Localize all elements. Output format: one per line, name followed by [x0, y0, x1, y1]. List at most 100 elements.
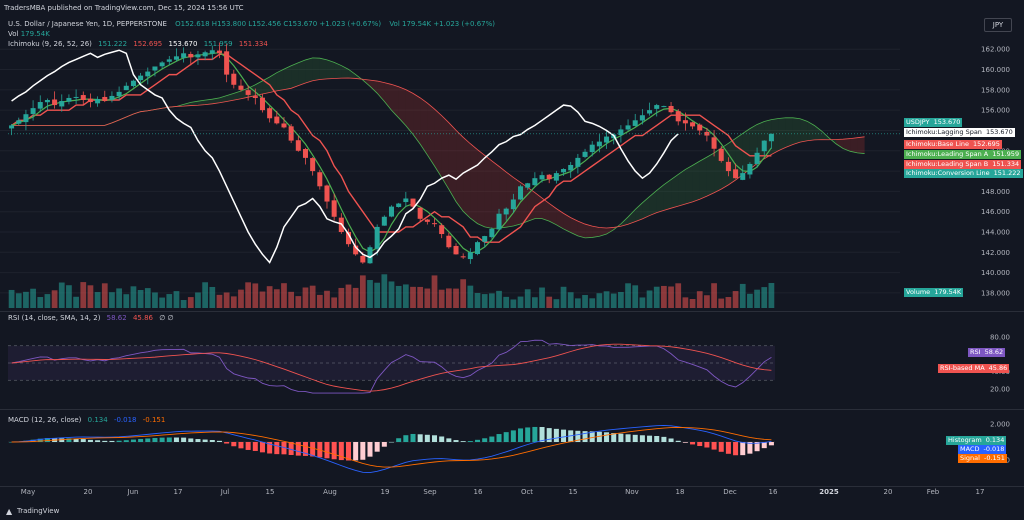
volume-bar [173, 291, 180, 308]
macd-histogram-bar [238, 442, 244, 449]
volume-bar [625, 283, 631, 308]
macd-histogram-bar [625, 434, 631, 442]
x-tick-label: 15 [265, 488, 275, 496]
ichimoku-cloud-segment [276, 69, 284, 91]
macd-histogram-bar [245, 442, 251, 450]
ichimoku-cloud-segment [800, 118, 808, 143]
volume-bar [166, 294, 173, 308]
ichimoku-cloud-segment [534, 192, 543, 219]
macd-histogram-bar [310, 442, 316, 457]
volume-bar [768, 282, 775, 308]
candle-body [173, 56, 179, 60]
macd-chart[interactable]: 2.000-2.000 [0, 410, 1024, 486]
ichimoku-cloud-segment [377, 81, 385, 102]
currency-button[interactable]: JPY [984, 18, 1012, 32]
x-tick-label: 20 [83, 488, 93, 496]
macd-histogram-bar [446, 438, 452, 442]
candle-body [518, 186, 524, 200]
macd-histogram-bar [747, 442, 753, 454]
price-tag-usdjpy: USDJPY 153.670 [904, 118, 963, 127]
candle-body [432, 223, 438, 225]
ichimoku-cloud-segment [735, 133, 743, 180]
candle-body [467, 252, 473, 260]
candle-body [73, 96, 79, 98]
macd-histogram-bar [102, 440, 108, 442]
volume-bar [137, 289, 144, 308]
candle-body [324, 185, 330, 202]
x-tick-label: 17 [173, 488, 183, 496]
leading-span-b-line [11, 77, 865, 229]
volume-bar [467, 285, 474, 308]
x-tick-label: Nov [625, 488, 639, 496]
ohlc-values: O152.618 H153.800 L152.456 C153.670 +1.0… [175, 20, 382, 28]
volume-bar [295, 296, 302, 308]
volume-bar [374, 282, 381, 308]
candle-body [697, 124, 703, 131]
candle-body [302, 149, 308, 158]
macd-histogram-bar [37, 438, 43, 442]
ichimoku-cloud-segment [563, 213, 571, 233]
ichimoku-cloud-segment [663, 179, 672, 211]
macd-histogram-bar [130, 439, 136, 442]
ichimoku-cloud-segment [434, 109, 442, 178]
ichimoku-cloud-segment [606, 227, 614, 235]
macd-histogram-bar [532, 426, 538, 442]
volume-bar [539, 287, 545, 308]
candle-body [52, 99, 58, 106]
volume-bar [288, 291, 295, 308]
candle-body [152, 66, 158, 71]
macd-histogram-bar [697, 442, 703, 447]
y-tick-label: 142.000 [981, 249, 1010, 257]
volume-bar [230, 296, 237, 308]
volume-bar [352, 287, 359, 308]
volume-bar [424, 288, 431, 308]
volume-bar [510, 299, 517, 308]
ichimoku-cloud-segment [420, 97, 428, 155]
macd-histogram-bar [59, 438, 65, 442]
macd-histogram-bar [439, 436, 445, 442]
y-tick-label: 144.000 [981, 229, 1010, 237]
candle-body [209, 50, 215, 54]
vol-legend: Vol 179.54K [8, 30, 50, 38]
macd-line [11, 425, 772, 474]
y-tick-label: 140.000 [981, 269, 1010, 277]
macd-histogram-bar [152, 437, 158, 442]
candle-body [87, 98, 93, 103]
x-tick-label: May [20, 488, 36, 496]
volume-bar [80, 282, 87, 308]
volume-bar [101, 283, 108, 308]
ichimoku-cloud-segment [326, 59, 335, 79]
ichimoku-cloud-segment [542, 198, 550, 222]
x-tick-label: 17 [975, 488, 985, 496]
candle-body [374, 226, 380, 249]
ichimoku-cloud-segment [233, 90, 241, 101]
candle-body [647, 110, 653, 114]
volume-bar [130, 286, 137, 308]
macd-histogram-bar [381, 442, 387, 447]
volume-bar [682, 297, 689, 308]
macd-histogram-bar [682, 442, 688, 443]
ichimoku-cloud-segment [857, 136, 865, 154]
ichimoku-cloud-segment [405, 89, 414, 135]
candle-body [310, 158, 316, 172]
volume-bar [646, 290, 653, 308]
volume-bar [668, 286, 674, 308]
ichimoku-cloud-segment [391, 84, 399, 118]
x-axis-separator [0, 486, 1024, 487]
x-tick-label: Aug [323, 488, 337, 496]
price-chart[interactable]: 162.000160.000158.000156.000154.000152.0… [0, 0, 1024, 310]
ichimoku-cloud-segment [685, 165, 693, 204]
ichimoku-cloud-segment [255, 80, 263, 96]
volume-bar [725, 297, 732, 308]
volume-bar [653, 286, 660, 308]
volume-bar [309, 285, 316, 308]
volume-tag: Volume 179.54K [904, 288, 964, 297]
ichimoku-cloud-segment [570, 217, 578, 236]
macd-histogram-bar [510, 430, 516, 442]
conversion-line [11, 51, 772, 254]
ichimoku-legend: Ichimoku (9, 26, 52, 26) 151.222 152.695… [8, 40, 268, 48]
candle-body [711, 137, 717, 149]
macd-histogram-bar [188, 438, 194, 442]
ichimoku-cloud-segment [642, 196, 650, 219]
